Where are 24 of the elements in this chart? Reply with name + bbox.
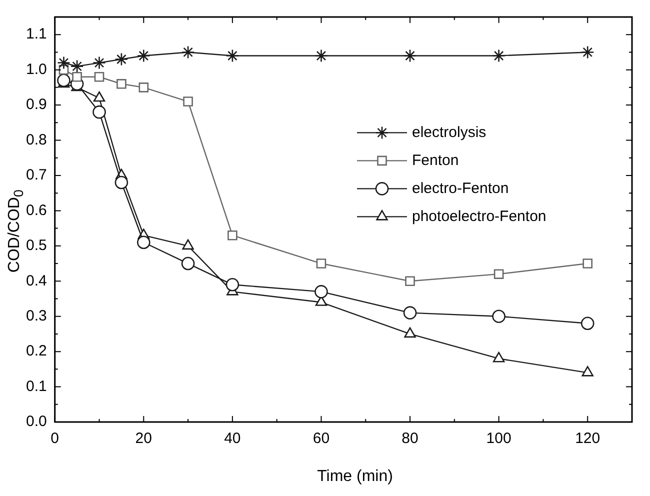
x-tick-label: 120 xyxy=(575,430,600,448)
y-tick-label: 0.0 xyxy=(26,413,47,430)
y-tick-label: 0.1 xyxy=(26,378,47,395)
y-tick-label: 0.6 xyxy=(26,202,47,219)
y-tick-label: 0.8 xyxy=(26,131,47,148)
y-tick-label: 1.0 xyxy=(26,60,47,78)
y-tick-label: 1.1 xyxy=(26,26,47,43)
x-tick-label: 0 xyxy=(50,430,60,448)
x-tick-label: 100 xyxy=(486,430,512,448)
y-tick-label: 0.3 xyxy=(26,307,47,324)
x-axis-title: Time (min) xyxy=(316,468,394,486)
x-tick-label: 20 xyxy=(135,430,152,448)
y-tick-label: 0.7 xyxy=(26,166,47,184)
legend-label: electro-Fenton xyxy=(412,180,509,197)
legend-label: electrolysis xyxy=(412,124,486,141)
y-tick-label: 0.5 xyxy=(26,237,47,254)
x-tick-label: 80 xyxy=(402,430,418,448)
x-tick-label: 60 xyxy=(312,430,330,448)
y-tick-label: 0.9 xyxy=(26,96,47,114)
y-tick-label: 0.2 xyxy=(26,342,47,360)
legend-label: photoelectro-Fenton xyxy=(412,208,546,225)
legend-label: Fenton xyxy=(412,152,459,169)
x-tick-label: 40 xyxy=(224,430,241,448)
y-tick-label: 0.4 xyxy=(26,272,47,290)
